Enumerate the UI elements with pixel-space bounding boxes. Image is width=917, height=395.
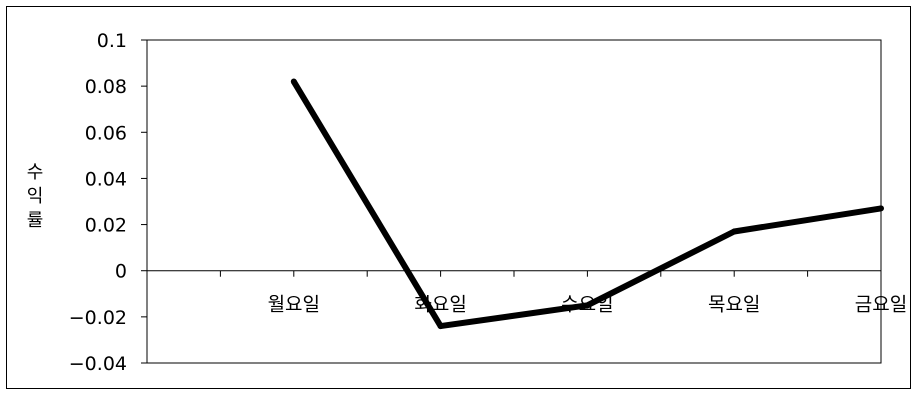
y-axis-label-char-2: 익 (27, 186, 44, 207)
y-tick-label: −0.02 (69, 307, 127, 329)
data-point (731, 228, 738, 235)
y-tick-label: 0.08 (85, 76, 127, 98)
y-tick-label: 0 (115, 261, 127, 283)
series-layer (290, 78, 884, 330)
x-tick-label: 월요일 (268, 294, 320, 316)
y-axis-label-char-3: 률 (27, 210, 44, 231)
y-tick-label: 0.06 (85, 122, 127, 144)
y-tick-label: −0.04 (69, 353, 127, 375)
y-tick-label: 0.02 (85, 215, 127, 237)
plot-area (146, 39, 882, 364)
data-point (584, 302, 591, 309)
data-point (878, 205, 884, 212)
y-tick-label: 0.04 (85, 168, 127, 190)
data-point (437, 323, 444, 330)
y-tick-label: 0.1 (97, 30, 127, 52)
data-point (290, 78, 297, 85)
y-axis-label: 수 익 률 (27, 162, 44, 231)
x-tick-label: 금요일 (855, 294, 907, 316)
y-axis-label-char-1: 수 (27, 162, 44, 183)
x-tick-label: 목요일 (708, 294, 760, 316)
chart-frame (6, 6, 911, 389)
y-axis: 0.1 0.08 0.06 0.04 0.02 0 −0.02 −0.04 (69, 30, 147, 375)
